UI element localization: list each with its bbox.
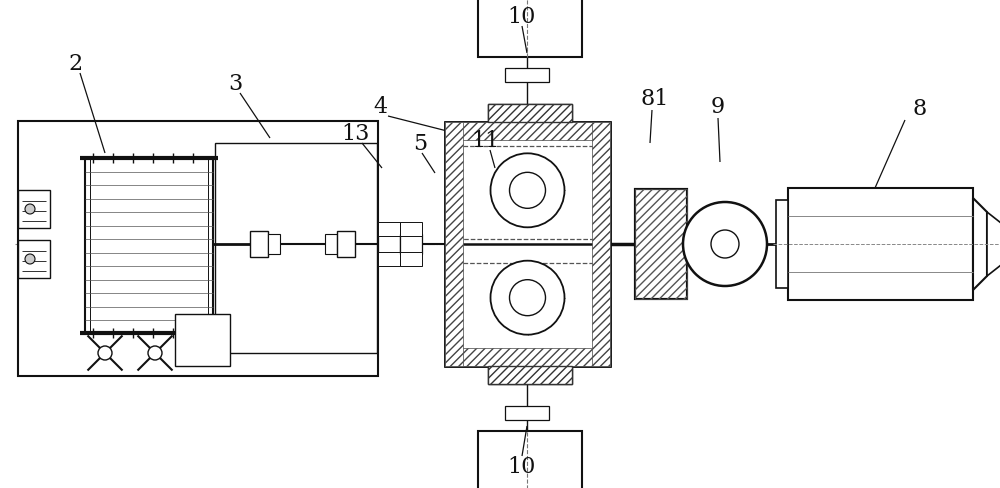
Bar <box>445 123 463 366</box>
Circle shape <box>490 261 564 335</box>
Bar <box>85 159 213 333</box>
Circle shape <box>510 173 546 209</box>
Bar <box>378 252 400 266</box>
Bar <box>505 69 549 83</box>
Bar <box>488 366 572 384</box>
Circle shape <box>510 280 546 316</box>
Text: 10: 10 <box>508 455 536 477</box>
Bar <box>337 231 355 258</box>
Bar <box>776 201 788 288</box>
Text: 13: 13 <box>341 123 369 145</box>
Bar <box>592 123 610 366</box>
Bar <box>250 231 268 258</box>
Circle shape <box>98 346 112 360</box>
Bar <box>325 235 337 254</box>
Text: 8: 8 <box>913 98 927 120</box>
Bar <box>488 105 572 123</box>
Bar <box>268 235 280 254</box>
Bar <box>215 143 377 353</box>
Polygon shape <box>973 199 987 290</box>
Bar <box>378 235 400 254</box>
Text: 10: 10 <box>508 6 536 28</box>
Bar <box>463 141 592 348</box>
Circle shape <box>25 204 35 215</box>
Circle shape <box>490 154 564 228</box>
Text: 5: 5 <box>413 133 427 155</box>
Polygon shape <box>987 213 1000 276</box>
Bar <box>175 314 230 366</box>
Bar <box>457 147 598 240</box>
Bar <box>445 123 610 366</box>
Text: 81: 81 <box>641 88 669 110</box>
Bar <box>445 123 610 366</box>
Bar <box>400 235 422 254</box>
Bar <box>478 431 582 488</box>
Bar <box>478 0 582 58</box>
Bar <box>18 241 50 279</box>
Text: 9: 9 <box>711 96 725 118</box>
Bar <box>378 223 400 237</box>
Circle shape <box>683 203 767 286</box>
Bar <box>400 223 422 237</box>
Bar <box>705 235 719 254</box>
Bar <box>488 366 572 384</box>
Bar <box>400 252 422 266</box>
Bar <box>488 105 572 123</box>
Bar <box>788 189 973 301</box>
Text: 3: 3 <box>228 73 242 95</box>
Circle shape <box>711 230 739 259</box>
Bar <box>445 348 610 366</box>
Bar <box>635 190 687 299</box>
Bar <box>635 190 687 299</box>
Bar <box>635 190 687 299</box>
Bar <box>457 264 598 356</box>
Bar <box>505 406 549 420</box>
Text: 4: 4 <box>373 96 387 118</box>
Circle shape <box>25 254 35 264</box>
Bar <box>18 191 50 228</box>
Text: 11: 11 <box>471 130 499 152</box>
Circle shape <box>148 346 162 360</box>
Text: 2: 2 <box>68 53 82 75</box>
Bar <box>18 122 378 376</box>
Bar <box>445 123 610 141</box>
